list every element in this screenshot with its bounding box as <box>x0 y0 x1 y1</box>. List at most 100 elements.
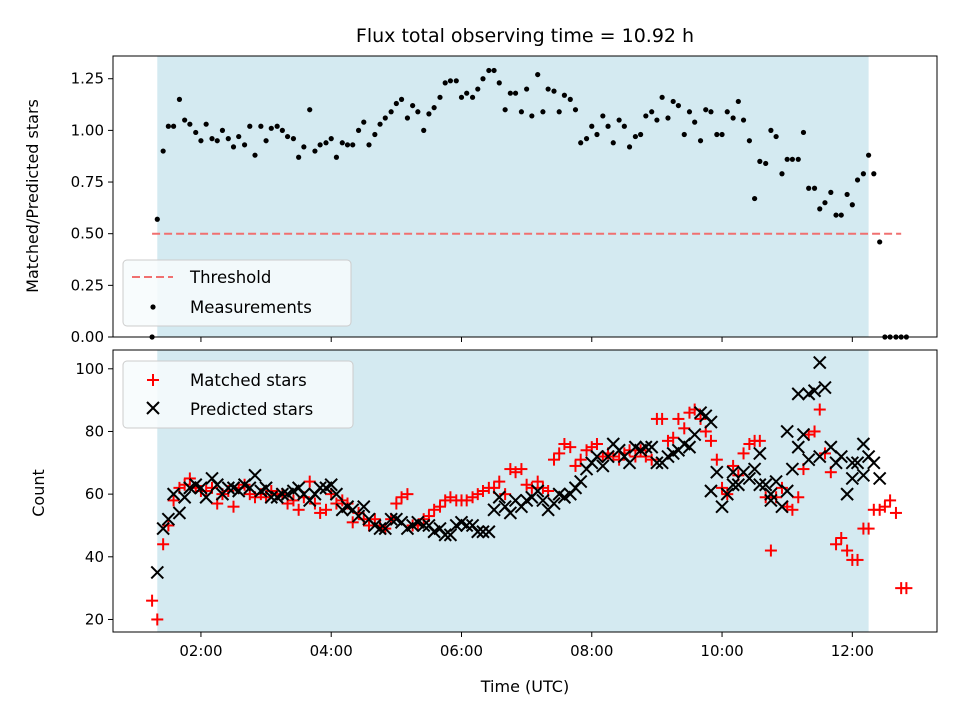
matched-star-point <box>759 491 772 504</box>
measurement-point <box>692 119 698 125</box>
measurement-point <box>502 107 508 113</box>
bot-y-tick-label: 80 <box>85 422 104 440</box>
predicted-star-point <box>780 484 794 498</box>
predicted-star-point <box>856 437 871 451</box>
measurement-point <box>344 142 351 148</box>
predicted-star-point <box>590 449 604 464</box>
predicted-star-point <box>221 481 236 495</box>
predicted-star-point <box>172 506 187 520</box>
measurement-point <box>219 127 226 133</box>
measurement-point <box>589 123 595 129</box>
predicted-star-point <box>547 496 561 511</box>
matched-star-point <box>320 503 333 516</box>
count-panel-legend: Matched stars Predicted stars <box>122 360 354 429</box>
predicted-star-point <box>753 446 767 461</box>
ratio-panel: 0.00 0.25 0.50 0.75 1.00 1.25 Matched/Predict… <box>23 55 938 346</box>
measurement-point <box>431 105 437 111</box>
measurement-point <box>822 200 828 206</box>
measurement-point <box>866 152 872 158</box>
predicted-star-point <box>726 465 740 479</box>
predicted-star-point <box>801 452 816 467</box>
matched-star-point <box>873 503 886 516</box>
matched-star-point <box>433 500 446 513</box>
matched-star-point <box>672 412 685 425</box>
matched-star-point <box>764 544 777 557</box>
matched-star-point <box>818 447 831 460</box>
measurement-point <box>626 144 633 150</box>
predicted-star-point <box>601 449 615 464</box>
measurement-point <box>355 127 362 133</box>
x-tick-label: 12:00 <box>831 642 874 660</box>
measurement-point <box>333 154 340 160</box>
top-y-tick-label: 0.00 <box>71 328 104 346</box>
predicted-star-point <box>710 465 724 479</box>
predicted-star-point <box>764 487 778 501</box>
measurement-point <box>610 140 616 146</box>
measurement-point <box>561 92 568 98</box>
matched-star-point <box>167 494 180 507</box>
measurement-point <box>703 107 709 113</box>
predicted-star-point <box>471 525 485 539</box>
measurement-point <box>475 86 481 92</box>
measurement-point <box>426 111 432 117</box>
matched-star-point <box>515 463 528 476</box>
predicted-star-point <box>758 478 773 492</box>
measurement-point <box>551 88 557 94</box>
matched-star-point <box>889 506 902 519</box>
top-y-tick-label: 1.00 <box>71 121 104 139</box>
predicted-star-point <box>503 506 518 520</box>
matched-star-point <box>157 538 170 551</box>
matched-star-point <box>753 434 766 447</box>
measurement-point <box>817 206 823 212</box>
measurement-point <box>372 131 378 138</box>
matched-star-point <box>531 475 544 488</box>
measurement-point <box>160 148 166 154</box>
measurement-point <box>578 140 584 146</box>
predicted-star-point <box>639 440 653 454</box>
measurement-point <box>154 216 160 222</box>
measurement-point <box>382 115 388 121</box>
x-tick-label: 04:00 <box>310 642 353 660</box>
predicted-star-point <box>161 512 176 526</box>
predicted-star-point <box>845 471 860 486</box>
measurement-point <box>225 136 231 142</box>
measurement-point <box>415 109 421 115</box>
measurement-point <box>496 80 502 86</box>
measurement-point <box>236 133 242 140</box>
predicted-star-point <box>150 565 165 580</box>
measurement-point <box>279 127 285 133</box>
matched-star-point <box>878 500 891 513</box>
matched-star-point <box>884 494 897 507</box>
measurement-point <box>789 156 795 162</box>
bot-y-tick-label: 60 <box>85 485 104 503</box>
ratio-panel-ylabel: Matched/Predicted stars <box>23 99 42 293</box>
x-tick-label: 08:00 <box>570 642 613 660</box>
legend-threshold-label: Threshold <box>189 268 271 287</box>
measurement-point <box>398 96 405 102</box>
measurement-point <box>312 148 318 154</box>
predicted-star-point <box>329 487 344 501</box>
measurement-point <box>572 107 579 113</box>
predicted-star-point <box>769 474 783 489</box>
predicted-star-point <box>264 490 278 504</box>
matched-star-point <box>303 475 316 488</box>
top-y-tick-label: 0.50 <box>71 225 104 243</box>
predicted-star-point <box>199 490 213 504</box>
measurement-point <box>540 109 546 115</box>
predicted-star-point <box>753 478 767 492</box>
measurement-point <box>724 109 730 115</box>
measurement-point <box>638 131 644 138</box>
top-y-tick-label: 1.25 <box>71 70 104 88</box>
predicted-star-point <box>764 493 778 508</box>
matched-star-point <box>346 516 359 529</box>
ratio-legend-box <box>122 259 352 327</box>
measurement-point <box>779 171 785 177</box>
measurement-point <box>296 154 302 160</box>
predicted-star-point <box>785 462 800 476</box>
matched-star-point <box>292 503 305 516</box>
measurement-point <box>740 117 747 123</box>
predicted-star-point <box>872 471 887 486</box>
measurement-point <box>838 212 844 218</box>
matched-star-point <box>146 594 159 607</box>
measurement-point <box>182 117 188 123</box>
